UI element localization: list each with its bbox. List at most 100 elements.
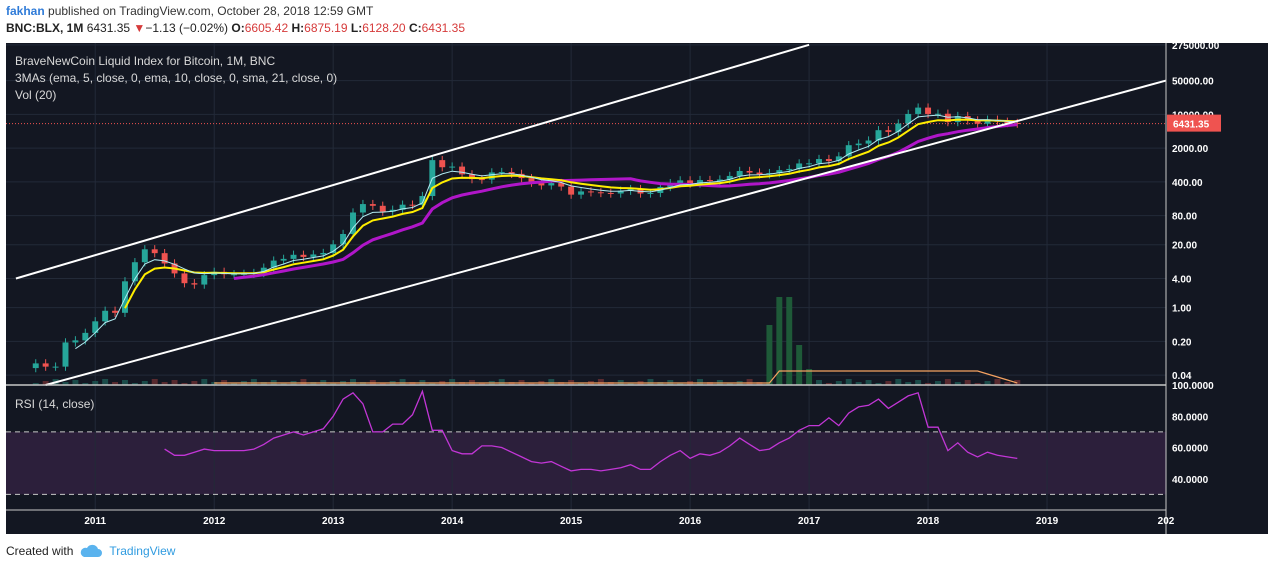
price-chart[interactable]: 275000.0050000.0010000.002000.00400.0080… [0,41,1274,541]
candle [816,159,822,164]
candle [687,180,694,184]
volume-bar [726,383,733,385]
symbol-label: BNC:BLX, 1M [6,21,84,35]
candle [984,119,991,124]
candle [726,175,733,180]
volume-bar [895,379,902,385]
candle [260,267,267,274]
close-label: C: [408,21,422,35]
candle [875,130,882,141]
candle [716,179,723,182]
candle [845,145,852,157]
candle [508,172,515,174]
author-link[interactable]: fakhan [6,4,45,18]
candle [42,363,49,367]
volume-bar [934,381,941,385]
volume-bar [102,379,109,385]
low-value: 6128.20 [362,21,406,35]
candle [459,166,466,175]
ema5-line [75,114,1018,350]
candle [915,107,922,114]
candle [439,160,446,168]
rsi-tick-label: 60.0000 [1172,444,1209,455]
volume-bar [379,383,386,385]
published-text: published on TradingView.com, October 28… [48,4,374,18]
candle [310,254,317,257]
volume-bar [82,383,89,385]
time-tick-label: 2016 [679,516,702,527]
price-tick-label: 4.00 [1172,275,1192,286]
volume-bar [399,379,406,385]
candle [92,321,99,333]
candle [934,113,941,115]
candle [32,363,39,369]
last-price-tag [1167,114,1221,132]
volume-bar [330,383,337,385]
rsi-tick-label: 100.0000 [1172,381,1214,392]
channel-lines[interactable] [15,43,1167,386]
candle [895,123,902,132]
volume-bar [647,379,654,385]
candle [786,168,793,171]
candle [548,183,555,186]
candle [320,252,327,255]
time-tick-label: 2018 [917,516,940,527]
candle [578,191,585,195]
volume-bar [300,379,307,385]
time-tick-label: 2013 [322,516,345,527]
volume-bar [578,383,585,385]
candle [201,275,208,285]
volume-bar [498,379,505,385]
legend-symbol: BraveNewCoin Liquid Index for Bitcoin, 1… [15,54,275,68]
price-change: −1.13 (−0.02%) [145,21,229,35]
last-price: 6431.35 [86,21,131,35]
candle [469,174,475,180]
volume-bar [776,297,783,385]
volume-bar [478,383,485,385]
down-arrow-icon: ▼ [133,21,146,35]
rsi-tick-label: 80.0000 [1172,412,1209,423]
high-value: 6875.19 [304,21,348,35]
price-axis[interactable]: 275000.0050000.0010000.002000.00400.0080… [1167,41,1221,486]
candle [597,192,604,194]
time-tick-label: 2019 [1036,516,1059,527]
candle [905,113,912,124]
volume-bar [1004,382,1011,385]
candle [736,170,743,176]
candle [607,192,614,194]
volume-bar [816,380,822,385]
price-tick-label: 50000.00 [1172,77,1214,88]
price-tick-label: 0.20 [1172,337,1192,348]
cloud-icon[interactable] [79,544,103,558]
time-tick-label: 2014 [441,516,464,527]
price-tick-label: 400.00 [1172,178,1203,189]
volume-bar [131,383,138,385]
volume-bar [845,379,852,385]
volume-bar [677,383,684,385]
tradingview-brand[interactable]: TradingView [109,544,176,558]
volume-bar [112,382,119,385]
candle [359,204,366,213]
time-axis[interactable]: 2011 2012 2013 2014 2015 2016 2017 2018 2019 202 [84,516,1174,527]
candle [340,233,347,245]
candle [587,191,594,193]
candle [944,113,951,123]
candle [806,163,813,165]
candle [776,170,783,174]
candle [62,342,69,367]
candle [538,182,545,186]
candle [369,204,376,206]
volume-bar [944,379,951,385]
candle [379,205,386,212]
candle [141,249,148,263]
volume-bar [548,379,555,385]
candle [191,283,198,285]
ema10-line [124,118,1018,309]
legend-rsi: RSI (14, close) [15,397,94,411]
candle [865,140,872,144]
candle [350,212,356,234]
candle [835,156,842,162]
candle [627,189,634,191]
candle [330,244,337,253]
candle [617,190,624,194]
